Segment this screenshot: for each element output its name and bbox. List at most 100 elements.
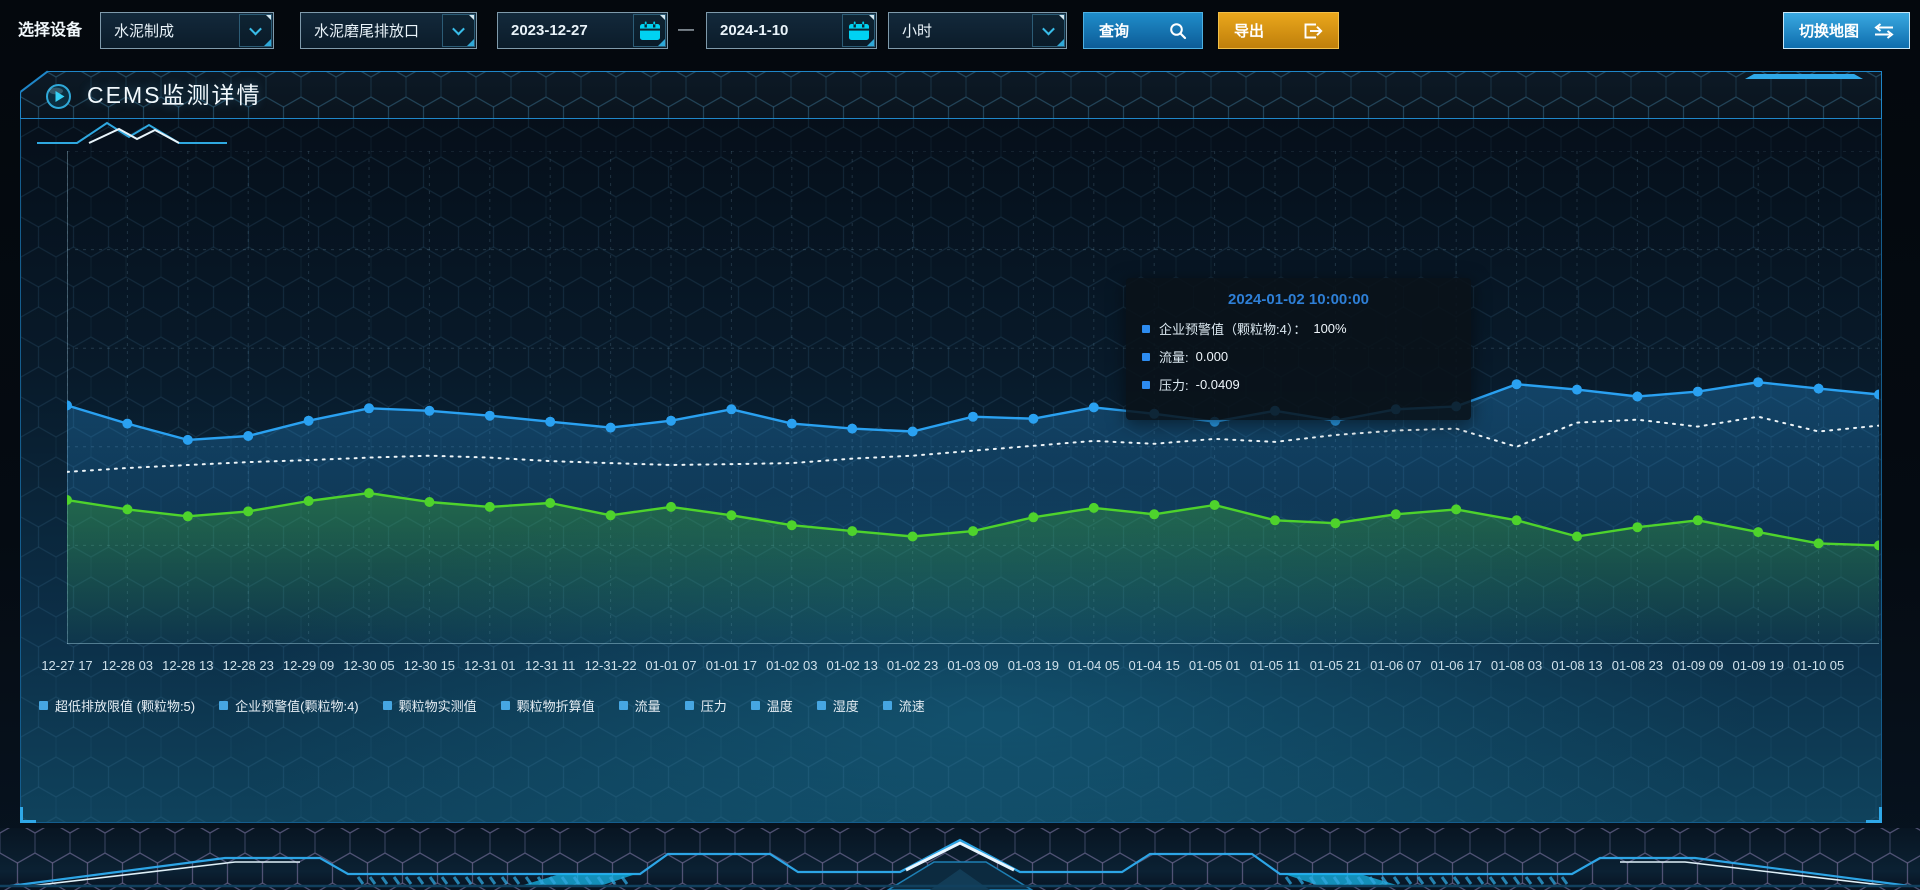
panel-header: CEMS监测详情 <box>20 70 1882 144</box>
tooltip-label: 流量: <box>1159 350 1189 365</box>
tooltip-rows: 企业预警值（颗粒物:4）： 100% 流量: 0.000 压力: -0.0409 <box>1142 319 1455 394</box>
legend-label: 湿度 <box>832 699 859 714</box>
x-axis-label: 12-29 09 <box>282 658 335 673</box>
legend-item-2[interactable]: 颗粒物实测值 <box>382 696 477 715</box>
legend-marker-icon <box>39 701 48 710</box>
legend-label: 温度 <box>766 699 793 714</box>
switch-arrows-icon <box>1874 22 1894 39</box>
end-date-field[interactable]: 2024-1-10 <box>706 12 877 49</box>
x-axis-label: 01-05 01 <box>1188 658 1241 673</box>
x-axis-label: 12-28 23 <box>222 658 274 673</box>
legend-item-8[interactable]: 流速 <box>882 696 925 715</box>
x-axis-label: 01-09 19 <box>1732 658 1784 673</box>
panel-corner-accent <box>1866 807 1882 823</box>
panel-title: CEMS监测详情 <box>87 82 262 108</box>
x-axis-label: 01-05 21 <box>1309 658 1362 673</box>
panel-corner-accent <box>20 807 36 823</box>
calendar-box[interactable] <box>633 14 666 47</box>
cems-detail-panel: CEMS监测详情 12-27 17 12-28 03 12-28 13 12-28 2… <box>20 70 1882 823</box>
legend-label: 超低排放限值 (颗粒物:5) <box>55 699 196 714</box>
end-date-value: 2024-1-10 <box>720 22 789 39</box>
switch-map-button[interactable]: 切换地图 <box>1783 12 1910 49</box>
legend-item-4[interactable]: 流量 <box>618 696 661 715</box>
tooltip-label: 企业预警值（颗粒物:4）： <box>1159 322 1307 337</box>
export-button[interactable]: 导出 <box>1218 12 1339 49</box>
x-axis-label: 12-31 11 <box>525 658 576 673</box>
interval-value: 小时 <box>902 23 933 40</box>
tooltip-title: 2024-01-02 10:00:00 <box>1228 291 1369 308</box>
legend-marker-icon <box>219 701 229 710</box>
x-axis-label: 12-31 01 <box>464 658 516 673</box>
footer-tech-lines <box>0 838 1920 890</box>
device-outlet-value: 水泥磨尾排放口 <box>314 23 420 40</box>
chevron-down-icon <box>452 22 465 36</box>
legend-item-3[interactable]: 颗粒物折算值 <box>500 696 595 715</box>
legend-marker-icon <box>816 701 826 710</box>
legend-item-6[interactable]: 温度 <box>750 696 793 715</box>
legend-label: 流速 <box>898 699 925 714</box>
tooltip-row: 压力: -0.0409 <box>1142 375 1455 394</box>
legend-item-5[interactable]: 压力 <box>684 696 727 715</box>
interval-select[interactable]: 小时 <box>888 12 1067 49</box>
x-axis-label: 12-28 03 <box>101 658 154 673</box>
series-area-压力 <box>67 493 1879 644</box>
calendar-icon <box>639 21 660 40</box>
x-axis-label: 01-08 23 <box>1611 658 1664 673</box>
chevron-box[interactable] <box>239 14 272 47</box>
legend-marker-icon <box>882 701 892 710</box>
tooltip-row: 企业预警值（颗粒物:4）： 100% <box>1142 319 1455 338</box>
calendar-icon <box>848 21 869 40</box>
query-button[interactable]: 查询 <box>1083 12 1203 49</box>
search-icon <box>1170 22 1187 39</box>
x-axis-label: 01-03 19 <box>1007 658 1060 673</box>
x-axis: 12-27 17 12-28 03 12-28 13 12-28 23 12-29 09… <box>41 658 1899 674</box>
device-outlet-select[interactable]: 水泥磨尾排放口 <box>300 12 477 49</box>
device-select-label: 选择设备 <box>18 22 83 39</box>
series-marker-icon <box>1142 352 1150 361</box>
legend-item-7[interactable]: 湿度 <box>816 696 859 715</box>
x-axis-label: 01-05 11 <box>1249 658 1301 673</box>
legend-item-1[interactable]: 企业预警值(颗粒物:4) <box>219 696 359 715</box>
calendar-box[interactable] <box>842 14 875 47</box>
x-axis-label: 01-04 05 <box>1068 658 1120 673</box>
x-axis-label: 01-02 13 <box>826 658 878 673</box>
x-axis-label: 12-27 17 <box>41 658 93 673</box>
series-line-企业预警值(颗粒物:4) <box>67 415 1879 473</box>
x-axis-label: 12-31-22 <box>584 658 637 673</box>
chart-tooltip: 2024-01-02 10:00:00 企业预警值（颗粒物:4）： 100% 流量:… <box>1126 278 1471 420</box>
play-icon[interactable] <box>45 83 72 110</box>
x-axis-label: 01-03 09 <box>947 658 999 673</box>
chevron-box[interactable] <box>1032 14 1065 47</box>
chart-legend: 超低排放限值 (颗粒物:5) 企业预警值(颗粒物:4) 颗粒物实测值 颗粒物折算值 流量… <box>39 696 925 715</box>
series-marker-icon <box>1142 380 1150 389</box>
legend-label: 压力 <box>700 699 727 714</box>
start-date-field[interactable]: 2023-12-27 <box>497 12 668 49</box>
legend-item-0[interactable]: 超低排放限值 (颗粒物:5) <box>39 696 195 715</box>
legend-label: 企业预警值(颗粒物:4) <box>235 699 359 714</box>
legend-label: 颗粒物实测值 <box>398 699 477 714</box>
chevron-box[interactable] <box>442 14 475 47</box>
header-hex-pattern <box>21 72 1881 118</box>
x-axis-label: 01-04 15 <box>1128 658 1180 673</box>
x-axis-label: 01-01 07 <box>645 658 697 673</box>
legend-marker-icon <box>618 701 628 710</box>
date-range-separator: — <box>678 21 694 38</box>
query-button-label: 查询 <box>1099 23 1130 40</box>
device-category-select[interactable]: 水泥制成 <box>100 12 274 49</box>
start-date-value: 2023-12-27 <box>511 22 588 39</box>
legend-marker-icon <box>382 701 392 710</box>
tooltip-row: 流量: 0.000 <box>1142 347 1455 366</box>
tooltip-label: 压力: <box>1159 378 1189 393</box>
legend-marker-icon <box>500 701 510 710</box>
cems-line-chart <box>67 151 1879 644</box>
tooltip-value: -0.0409 <box>1195 377 1240 392</box>
chevron-down-icon <box>1042 22 1055 36</box>
legend-marker-icon <box>750 701 760 710</box>
x-axis-label: 01-01 17 <box>705 658 758 673</box>
export-icon <box>1304 23 1323 38</box>
x-axis-label: 01-10 05 <box>1792 658 1845 673</box>
x-axis-label: 01-06 17 <box>1430 658 1482 673</box>
x-axis-label: 01-08 03 <box>1490 658 1543 673</box>
header-notch-bar <box>1745 74 1863 79</box>
tooltip-value: 0.000 <box>1195 349 1229 364</box>
